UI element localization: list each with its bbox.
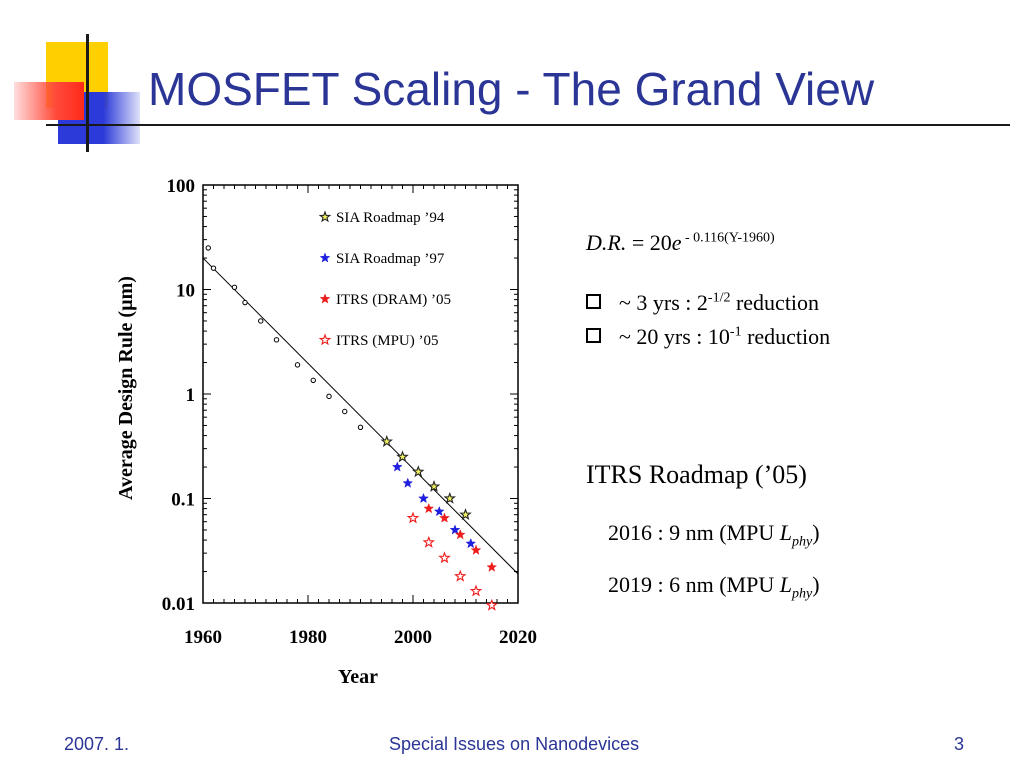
legend-label: SIA Roadmap ’97 [336, 251, 445, 267]
bullet-sup: -1/2 [707, 290, 731, 306]
data-point [396, 450, 409, 463]
checkbox-bullet-icon [586, 294, 601, 309]
logo-red-square [14, 82, 84, 120]
data-point [459, 508, 472, 520]
itrs-line-post: ) [812, 572, 820, 597]
checkbox-bullet-icon [586, 328, 601, 343]
formula-exponent: - 0.116(Y-1960) [681, 230, 775, 246]
data-point [258, 318, 264, 324]
x-tick-label: 1980 [289, 627, 327, 648]
data-point [443, 491, 457, 504]
legend-marker [318, 333, 332, 346]
footer-title: Special Issues on Nanodevices [389, 734, 640, 754]
legend-marker [318, 210, 332, 223]
data-point [427, 479, 441, 492]
data-point [454, 569, 467, 582]
bullet-text: ~ 20 yrs : 10 [619, 324, 730, 349]
itrs-line-post: ) [812, 520, 820, 545]
data-point [439, 512, 450, 523]
axis-ticks [202, 185, 519, 604]
data-point [433, 505, 445, 517]
fit-formula: D.R. = 20e - 0.116(Y-1960) [586, 230, 775, 256]
itrs-line-text: 2016 : 9 nm (MPU [608, 520, 780, 545]
data-point [402, 477, 414, 488]
itrs-line-sub: phy [792, 586, 813, 602]
bullet-text-post: reduction [730, 290, 820, 315]
data-point [406, 511, 420, 524]
y-axis-label: Average Design Rule (µm) [115, 276, 137, 500]
legend-label: ITRS (DRAM) ’05 [336, 292, 451, 308]
y-tick-label: 10 [176, 281, 195, 302]
data-point [465, 537, 477, 549]
itrs-line-2016: 2016 : 9 nm (MPU Lphy) [608, 520, 820, 550]
data-point [422, 535, 435, 548]
footer-date: 2007. 1. [64, 734, 130, 754]
y-tick-label: 0.1 [171, 490, 195, 511]
data-point [486, 561, 498, 572]
y-tick-label: 100 [167, 176, 196, 197]
bullet-text-post: reduction [741, 324, 831, 349]
itrs-line-sub: phy [792, 534, 813, 550]
bullet-20yrs: ~ 20 yrs : 10-1 reduction [586, 324, 830, 350]
data-point [418, 492, 429, 504]
data-point [485, 598, 498, 611]
formula-mid: = 20 [626, 230, 672, 255]
data-point [449, 524, 461, 535]
legend-marker [319, 252, 331, 263]
x-tick-label: 2020 [499, 627, 537, 648]
data-point [205, 245, 211, 251]
data-point [380, 435, 393, 448]
itrs-heading: ITRS Roadmap (’05) [586, 460, 807, 489]
footer-page-number: 3 [954, 734, 965, 754]
data-point [294, 362, 301, 368]
legend-label: ITRS (MPU) ’05 [336, 333, 439, 349]
data-point [326, 393, 332, 400]
itrs-line-L: L [779, 572, 792, 597]
x-axis-label: Year [338, 666, 378, 688]
data-point [470, 544, 482, 555]
data-point [438, 551, 451, 564]
data-point [469, 584, 483, 597]
bullet-text: ~ 3 yrs : 2 [619, 290, 708, 315]
data-point [412, 465, 425, 478]
itrs-line-L: L [779, 520, 792, 545]
legend-label: SIA Roadmap ’94 [336, 210, 445, 226]
data-point [231, 284, 238, 290]
formula-lhs: D.R. [586, 230, 627, 255]
data-point [423, 502, 435, 514]
y-tick-label: 1 [186, 385, 196, 406]
x-tick-label: 2000 [394, 627, 432, 648]
fit-line [202, 257, 519, 575]
slide-title: MOSFET Scaling - The Grand View [148, 63, 875, 115]
itrs-line-2019: 2019 : 6 nm (MPU Lphy) [608, 572, 820, 602]
bullet-3yrs: ~ 3 yrs : 2-1/2 reduction [586, 290, 819, 316]
data-point [391, 461, 403, 472]
bullet-sup: -1 [729, 324, 742, 340]
data-point [273, 337, 280, 343]
data-point [210, 265, 217, 271]
x-tick-labels: 1960 1980 2000 2020 [184, 627, 537, 648]
formula-e: e [671, 230, 682, 255]
y-tick-labels: 100 10 1 0.1 0.01 [162, 176, 195, 615]
itrs-line-text: 2019 : 6 nm (MPU [608, 572, 780, 597]
legend-marker [319, 293, 331, 304]
logo-vertical-line [86, 34, 89, 152]
data-points [205, 245, 498, 611]
data-point [310, 377, 316, 384]
data-point [242, 299, 248, 306]
y-tick-label: 0.01 [162, 594, 195, 615]
data-point [454, 528, 466, 540]
x-tick-label: 1960 [184, 627, 222, 648]
title-underline [46, 124, 1010, 126]
data-point [342, 408, 348, 415]
data-point [357, 424, 364, 431]
legend: SIA Roadmap ’94 SIA Roadmap ’97 ITRS (DRAM… [318, 210, 451, 349]
